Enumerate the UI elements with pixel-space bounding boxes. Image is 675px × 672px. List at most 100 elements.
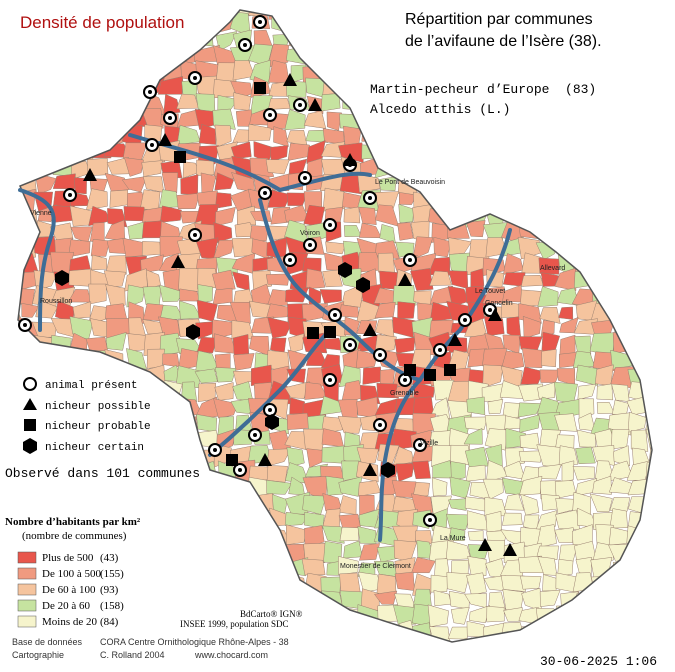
commune [558,306,574,320]
commune [593,160,611,180]
commune [664,141,675,162]
commune [36,494,54,512]
commune [343,225,362,238]
commune [627,10,649,18]
commune [233,370,253,386]
commune [159,30,185,49]
commune [360,620,382,642]
commune [176,93,199,110]
commune [648,333,652,354]
commune [427,604,449,628]
commune [122,591,142,608]
commune [484,428,509,451]
commune [535,608,561,628]
commune [608,526,631,546]
commune [70,10,93,15]
commune [324,653,345,672]
marker-present-dot [333,313,337,317]
marker-probable [174,151,186,163]
commune [469,61,488,84]
commune [52,94,73,113]
commune [413,331,436,356]
commune [431,477,448,497]
commune [18,401,22,420]
commune [482,364,504,389]
commune [35,140,57,164]
commune [18,524,22,549]
legend-count: (84) [100,616,119,628]
commune [555,572,580,594]
commune [664,334,675,350]
commune [267,316,293,339]
commune [374,44,396,68]
commune [18,79,21,95]
species-name: Martin-pecheur d’Europe (83) [370,82,596,97]
commune [572,48,594,63]
commune [452,209,467,224]
marker-present-dot [253,433,257,437]
commune [502,402,522,418]
commune [469,128,489,145]
commune [646,10,652,16]
commune [233,526,255,544]
credit-label: Base de données [12,637,83,647]
commune [176,31,200,50]
commune [469,605,491,624]
marker-present-dot [243,43,247,47]
commune [358,206,377,226]
commune [447,174,466,195]
marker-possible [363,323,377,336]
commune [445,513,471,531]
commune [524,191,545,211]
marker-certain [186,324,200,340]
commune [356,447,379,465]
commune [539,623,558,642]
commune [305,129,329,143]
legend-count: (158) [100,600,124,612]
commune [284,381,310,399]
commune [177,479,202,495]
commune [572,223,597,239]
commune [19,48,39,64]
legend-label: De 60 à 100 [42,584,96,596]
commune [342,636,363,642]
commune [361,144,382,160]
commune [35,658,54,672]
commune [141,241,162,256]
commune [609,112,634,127]
marker-certain [338,262,352,278]
commune [229,301,251,324]
commune [571,171,597,193]
commune [645,543,652,563]
commune [608,286,633,302]
commune [501,173,521,195]
commune [247,123,272,141]
commune [18,366,20,387]
commune [664,604,675,626]
commune [394,123,417,147]
observed-count: Observé dans 101 communes [5,466,200,481]
commune [320,620,346,641]
commune [536,204,560,228]
commune [144,45,166,64]
commune [18,160,40,178]
commune [344,79,363,100]
commune [233,353,255,371]
commune [409,124,435,143]
commune [554,175,578,193]
commune [51,80,77,95]
marker-possible [158,133,172,146]
commune [485,510,502,533]
commune [627,221,649,240]
commune [482,158,503,179]
commune [18,493,38,515]
commune [72,301,92,319]
commune [230,141,252,160]
marker-present-dot [258,20,262,24]
town-label: Goncelin [485,300,513,307]
commune [214,124,232,148]
commune [628,83,651,97]
commune [668,109,675,130]
commune [613,561,634,578]
commune [520,274,544,287]
